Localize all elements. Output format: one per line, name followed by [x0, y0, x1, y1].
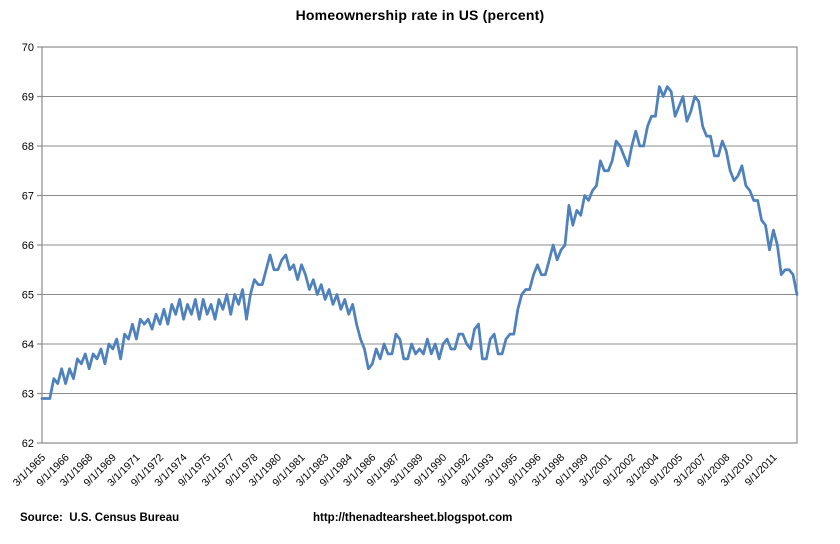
y-tick-label: 67 — [22, 191, 34, 203]
y-tick-label: 70 — [22, 42, 34, 54]
y-tick-label: 66 — [22, 240, 34, 252]
y-tick-label: 62 — [22, 438, 34, 450]
homeownership-rate-line — [40, 85, 799, 400]
chart-title: Homeownership rate in US (percent) — [295, 7, 545, 23]
y-tick-label: 65 — [22, 290, 34, 302]
source-note: Source: U.S. Census Bureau — [20, 512, 180, 524]
y-tick-label: 68 — [22, 141, 34, 153]
blog-url: http://thenadtearsheet.blogspot.com — [313, 512, 513, 524]
y-tick-label: 63 — [22, 389, 34, 401]
y-tick-label: 69 — [22, 92, 34, 104]
y-tick-label: 64 — [22, 339, 34, 351]
